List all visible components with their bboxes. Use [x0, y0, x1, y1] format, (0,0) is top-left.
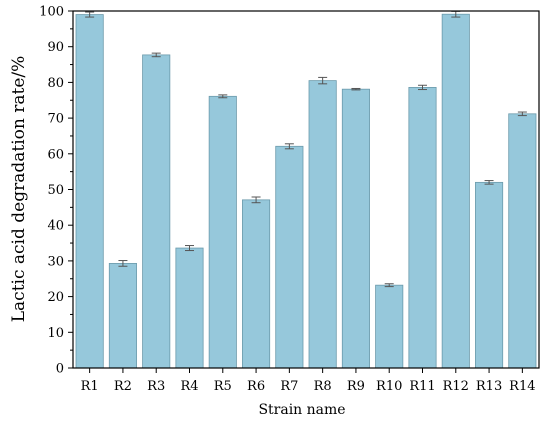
x-tick-label-R4: R4 — [180, 379, 198, 394]
y-tick-label-80: 80 — [47, 76, 64, 91]
bar-R5 — [208, 95, 237, 369]
error-bar-R1 — [85, 11, 95, 18]
y-tick-label-90: 90 — [47, 40, 64, 55]
error-bar-R8 — [318, 76, 328, 85]
x-tick-label-R13: R13 — [476, 379, 502, 394]
bar-R8 — [308, 80, 337, 369]
x-tick-label-R11: R11 — [409, 379, 435, 394]
error-bars-group — [85, 10, 527, 288]
y-tick-label-100: 100 — [39, 5, 64, 20]
error-bar-R5 — [218, 94, 228, 99]
bar-R1 — [75, 14, 104, 369]
x-tick-label-R8: R8 — [314, 379, 332, 394]
x-tick-label-R14: R14 — [509, 379, 535, 394]
x-tick-label-R7: R7 — [280, 379, 298, 394]
bar-R12 — [441, 13, 470, 369]
y-tick-label-20: 20 — [47, 290, 64, 305]
y-tick-label-60: 60 — [47, 147, 64, 162]
bar-R2 — [108, 262, 137, 369]
y-axis-title: Lactic acid degradation rate/% — [9, 56, 29, 323]
bar-R13 — [475, 181, 504, 369]
x-tick-label-R5: R5 — [214, 379, 232, 394]
y-tick-label-40: 40 — [47, 219, 64, 234]
error-bar-R11 — [418, 84, 427, 91]
error-bar-R7 — [284, 143, 294, 150]
error-bar-R2 — [118, 260, 128, 267]
error-bar-R4 — [185, 245, 194, 252]
error-bar-R10 — [384, 283, 394, 288]
x-tick-label-R2: R2 — [114, 379, 132, 394]
error-bar-R13 — [484, 180, 494, 185]
bar-R10 — [375, 284, 404, 369]
error-bar-R9 — [351, 87, 361, 91]
error-bar-R6 — [251, 196, 261, 204]
error-bar-R14 — [517, 111, 527, 117]
x-tick-label-R9: R9 — [347, 379, 365, 394]
x-tick-label-R3: R3 — [147, 379, 165, 394]
x-tick-label-R6: R6 — [247, 379, 265, 394]
x-tick-label-R12: R12 — [443, 379, 469, 394]
bar-R14 — [508, 113, 537, 369]
bar-R9 — [341, 88, 370, 369]
x-axis-title: Strain name — [258, 402, 345, 418]
bar-R7 — [275, 145, 304, 369]
bar-R3 — [142, 54, 171, 369]
x-tick-label-R1: R1 — [81, 379, 99, 394]
y-tick-label-50: 50 — [47, 183, 64, 198]
bar-R6 — [242, 199, 271, 369]
bar-R11 — [408, 87, 437, 369]
y-tick-label-0: 0 — [56, 362, 64, 377]
y-tick-label-70: 70 — [47, 112, 64, 127]
x-tick-label-R10: R10 — [376, 379, 402, 394]
y-tick-label-10: 10 — [47, 326, 64, 341]
bar-R4 — [175, 247, 204, 369]
axes-group: R1 R2 R3 R4 R5 R6 R7 R8 R9 R10 R11 R12 R13 R14 0 10 20 30… — [39, 5, 540, 394]
error-bar-R3 — [151, 52, 161, 58]
bars-group — [75, 13, 537, 369]
y-tick-label-30: 30 — [47, 254, 64, 269]
